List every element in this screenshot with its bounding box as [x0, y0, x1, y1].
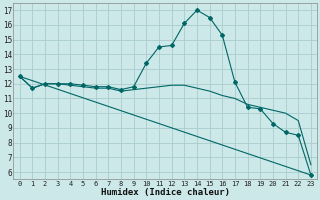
X-axis label: Humidex (Indice chaleur): Humidex (Indice chaleur) — [101, 188, 230, 197]
